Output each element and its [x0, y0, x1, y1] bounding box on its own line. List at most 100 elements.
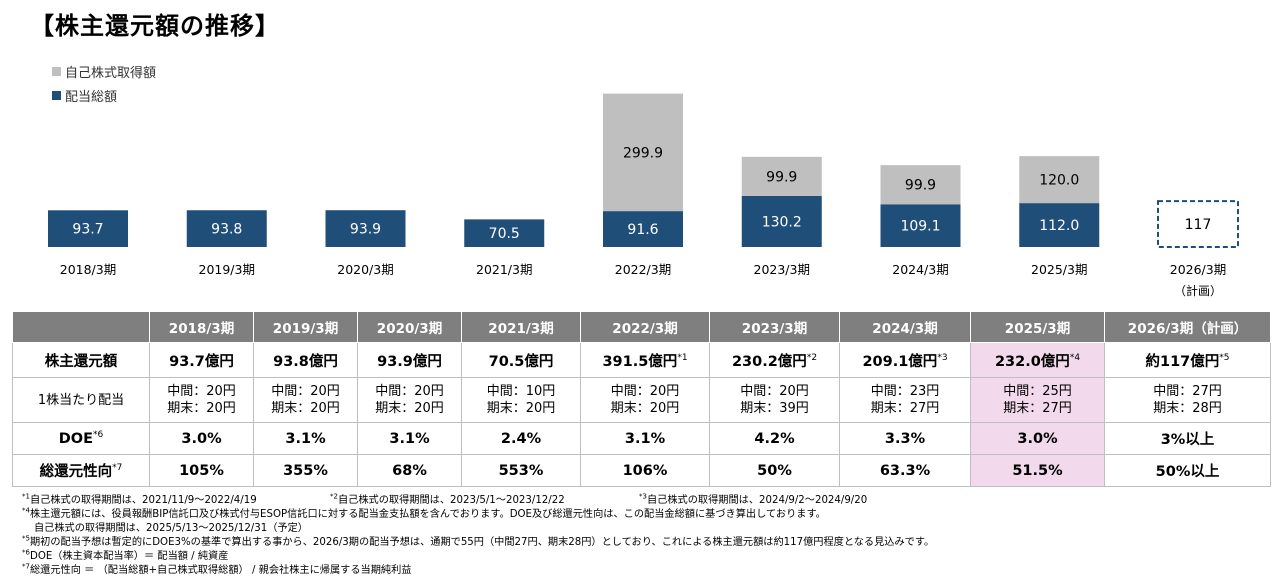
dividend-year-end: 期末：39円	[740, 401, 809, 416]
table-cell: 中間：20円 期末：20円	[149, 377, 254, 423]
dividend-interim: 中間：20円	[271, 384, 340, 399]
dividend-year-end: 期末：20円	[271, 401, 340, 416]
bar-label-dividend: 91.6	[627, 222, 658, 238]
table-header-cell: 2020/3期	[357, 311, 462, 343]
bar-label-buyback: 99.9	[766, 169, 797, 185]
footnote-mark: *6	[22, 548, 30, 557]
footnote-mark: *2	[806, 352, 818, 363]
table-cell: 3%以上	[1104, 422, 1271, 455]
bar-dividend	[603, 211, 683, 247]
footnote-mark: *7	[112, 463, 123, 474]
footnote-mark: *3	[937, 352, 948, 363]
bar-dividend	[186, 210, 267, 247]
table-cell: 3.1%	[253, 422, 358, 455]
footnote-text: 期初の配当予想は暫定的にDOE3%の基準で算出する事から、2026/3期の配当予…	[29, 537, 935, 548]
footnote-3: *3自己株式の取得期間は、2024/9/2～2024/9/20	[639, 492, 868, 508]
legend-item-dividend: 配当総額	[52, 86, 117, 105]
footnote-6: *6DOE（株主資本配当率）＝ 配当額 / 純資産	[22, 548, 934, 564]
dividend-year-end: 期末：20円	[375, 401, 444, 416]
table-cell: 3.0%	[970, 422, 1105, 455]
table-header-cell: 2025/3期	[970, 311, 1105, 343]
table-cell: 3.1%	[357, 422, 462, 455]
footnote-mark: *1	[677, 352, 688, 363]
x-axis-tick-label: 2024/3期	[892, 262, 948, 277]
table-cell: 106%	[580, 454, 710, 487]
footnote-text: 自己株式の取得期間は、2024/9/2～2024/9/20	[646, 495, 868, 506]
footnote-4-continued: 自己株式の取得期間は、2025/5/13～2025/12/31（予定）	[22, 522, 934, 536]
legend-swatch-buyback	[52, 67, 61, 76]
x-axis-tick-label: 2018/3期	[60, 262, 116, 277]
bar-label-buyback: 99.9	[905, 178, 936, 194]
table-row: 株主還元額 93.7億円 93.8億円 93.9億円 70.5億円 391.5億円*1 23…	[12, 342, 1271, 378]
table-cell: 51.5%	[970, 454, 1105, 487]
x-axis-tick-label: 2025/3期	[1031, 262, 1087, 277]
bar-label-dividend: 93.7	[72, 222, 103, 238]
table-cell: 約117億円*5	[1104, 342, 1271, 378]
table-cell: 中間：25円 期末：27円	[970, 377, 1105, 423]
table-header-cell: 2022/3期	[580, 311, 710, 343]
footnote-mark: *5	[22, 534, 30, 543]
table-header-cell: 2024/3期	[839, 311, 971, 343]
table-cell: 553%	[461, 454, 581, 487]
footnote-7: *7総還元性向 ＝ （配当総額+自己株式取得総額） / 親会社株主に帰属する当期…	[22, 562, 934, 578]
legend-label-dividend: 配当総額	[65, 90, 118, 105]
table-cell: 70.5億円	[461, 342, 581, 378]
table-cell: 93.8億円	[253, 342, 358, 378]
table-cell: 中間：20円 期末：20円	[580, 377, 710, 423]
table-cell: 63.3%	[839, 454, 971, 487]
dividend-interim: 中間：23円	[870, 384, 940, 399]
legend-item-buyback: 自己株式取得額	[52, 62, 156, 81]
bar-label-dividend: 93.8	[211, 222, 242, 238]
footnote-mark: *6	[93, 429, 104, 440]
bar-buyback	[741, 156, 822, 196]
x-axis-tick-label: 2026/3期	[1170, 262, 1226, 277]
table-cell: 232.0億円*4	[970, 342, 1105, 378]
table-cell: 中間：20円 期末：39円	[709, 377, 840, 423]
dividend-year-end: 期末：20円	[167, 401, 236, 416]
footnote-text: 自己株式の取得期間は、2023/5/1～2023/12/22	[337, 495, 565, 506]
table-row: 1株当たり配当 中間：20円 期末：20円 中間：20円 期末：20円 中間：20円 期末：…	[12, 377, 1271, 423]
table-cell: 230.2億円*2	[709, 342, 840, 378]
table-header-cell: 2019/3期	[253, 311, 358, 343]
footnotes: *1自己株式の取得期間は、2021/11/9～2022/4/19 *2自己株式の取…	[22, 492, 935, 578]
dividend-year-end: 期末：20円	[610, 401, 680, 416]
x-axis-tick-label: 2019/3期	[199, 262, 255, 277]
dividend-interim: 中間：10円	[486, 384, 556, 399]
bar-plan-outline	[1157, 200, 1239, 248]
footnote-text: 株主還元額には、役員報酬BIP信託口及び株式付与ESOP信託口に対する配当金支払…	[29, 509, 826, 520]
bar-buyback	[603, 93, 683, 212]
x-axis-tick-label: 2020/3期	[337, 262, 393, 277]
footnote-text: 総還元性向 ＝ （配当総額+自己株式取得総額） / 親会社株主に帰属する当期純利…	[29, 565, 412, 576]
bar-label-dividend: 93.9	[350, 222, 381, 238]
table-row-label: DOE*6	[12, 422, 150, 455]
dividend-interim: 中間：20円	[167, 384, 236, 399]
bar-label-buyback: 120.0	[1039, 173, 1079, 189]
bar-dividend	[880, 204, 961, 247]
table-row-label: 1株当たり配当	[12, 377, 150, 423]
footnote-mark: *4	[22, 506, 30, 515]
bar-label-dividend: 109.1	[900, 219, 940, 235]
shareholder-return-table: 2018/3期 2019/3期 2020/3期 2021/3期 2022/3期 2023/…	[12, 311, 1271, 487]
table-cell: 355%	[253, 454, 358, 487]
dividend-interim: 中間：27円	[1153, 384, 1222, 399]
dividend-interim: 中間：20円	[740, 384, 809, 399]
table-cell: 50%以上	[1104, 454, 1271, 487]
legend-swatch-dividend	[52, 91, 61, 100]
table-cell: 中間：10円 期末：20円	[461, 377, 581, 423]
table-cell: 2.4%	[461, 422, 581, 455]
table-cell: 93.9億円	[357, 342, 462, 378]
footnote-mark: *3	[639, 492, 647, 501]
footnote-1: *1自己株式の取得期間は、2021/11/9～2022/4/19	[22, 493, 330, 508]
dividend-interim: 中間：25円	[1003, 384, 1072, 399]
footnote-5: *5期初の配当予想は暫定的にDOE3%の基準で算出する事から、2026/3期の配…	[22, 534, 935, 550]
table-cell: 3.3%	[839, 422, 971, 455]
x-axis-tick-label: 2022/3期	[615, 262, 671, 277]
footnote-mark: *4	[1069, 352, 1081, 363]
bar-dividend	[1019, 203, 1100, 247]
legend-label-buyback: 自己株式取得額	[65, 66, 157, 81]
table-cell: 93.7億円	[149, 342, 254, 378]
footnote-mark: *5	[1219, 352, 1230, 363]
bar-dividend	[325, 210, 406, 247]
x-axis-tick-label: 2023/3期	[754, 262, 810, 277]
footnote-mark: *7	[22, 562, 30, 571]
